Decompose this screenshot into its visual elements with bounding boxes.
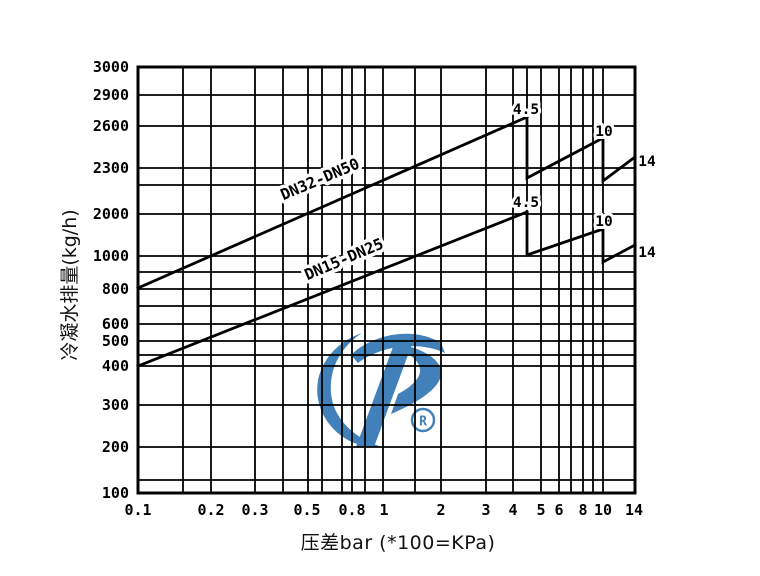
y-tick-label: 2300	[93, 159, 129, 177]
x-tick-label: 0.1	[124, 501, 151, 519]
y-tick-label: 2000	[93, 205, 129, 223]
y-tick-label: 100	[102, 484, 129, 502]
x-tick-label: 0.8	[338, 501, 365, 519]
x-tick-label: 5	[536, 501, 545, 519]
y-tick-label: 2900	[93, 86, 129, 104]
plot-border	[136, 65, 637, 495]
y-tick-label: 800	[102, 280, 129, 298]
x-tick-label: 0.2	[197, 501, 224, 519]
x-tick-label: 0.5	[293, 501, 320, 519]
series-line-dn32-dn50	[136, 115, 637, 290]
y-tick-label: 3000	[93, 58, 129, 76]
y-tick-label: 400	[102, 357, 129, 375]
x-axis-tick-labels: 0.1 0.2 0.3 0.5 0.8 1 2 3 4 5 6 8 10 14	[124, 501, 643, 519]
watermark-logo: R	[317, 333, 445, 447]
x-axis-title: 压差bar (*100=KPa)	[300, 532, 496, 554]
annotation-label: 4.5	[513, 195, 539, 211]
x-tick-label: 0.3	[241, 501, 268, 519]
grid-lines	[138, 67, 635, 493]
y-tick-label: 300	[102, 396, 129, 414]
y-axis-title: 冷凝水排量(kg/h)	[59, 209, 81, 361]
x-tick-label: 4	[508, 501, 517, 519]
y-tick-label: 500	[102, 332, 129, 350]
registered-trademark-icon	[410, 407, 436, 433]
annotation-label: 10	[595, 124, 612, 140]
annotation-label: 14	[638, 154, 656, 170]
x-tick-label: 2	[436, 501, 445, 519]
pressure-limit-annotations: 4.5 10 14 4.5 10 14	[510, 99, 659, 264]
x-tick-label: 14	[625, 501, 643, 519]
svg-text:R: R	[419, 415, 427, 430]
x-tick-label: 1	[379, 501, 388, 519]
annotation-label: 4.5	[513, 102, 539, 118]
x-tick-label: 8	[578, 501, 587, 519]
x-tick-label: 6	[554, 501, 563, 519]
y-tick-label: 200	[102, 438, 129, 456]
series-line-dn15-dn25	[136, 210, 637, 368]
series-label-dn32-dn50: DN32-DN50	[278, 155, 362, 204]
series-label-dn15-dn25: DN15-DN25	[302, 235, 386, 284]
x-tick-label: 10	[594, 501, 612, 519]
y-tick-label: 600	[102, 315, 129, 333]
y-tick-label: 2600	[93, 117, 129, 135]
annotation-label: 14	[638, 245, 656, 261]
x-tick-label: 3	[481, 501, 490, 519]
y-tick-label: 1000	[93, 247, 129, 265]
annotation-label: 10	[595, 214, 612, 230]
